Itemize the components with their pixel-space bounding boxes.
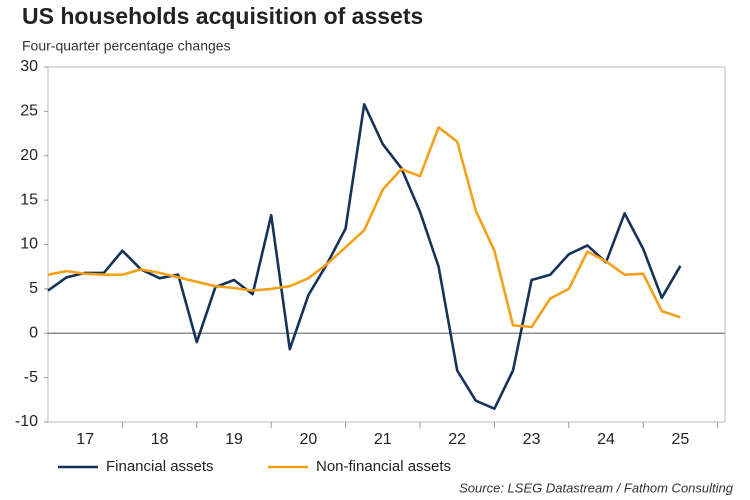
source: Source: LSEG Datastream / Fathom Consult…	[459, 480, 734, 495]
x-tick-label: 21	[374, 431, 392, 448]
x-tick-label: 24	[597, 431, 615, 448]
x-tick-label: 25	[671, 431, 689, 448]
plot-frame	[47, 66, 726, 423]
x-tick-label: 23	[523, 431, 541, 448]
y-tick-label: -5	[24, 369, 38, 386]
series-line	[47, 126, 681, 329]
y-tick-label: 0	[29, 324, 38, 341]
series-line	[47, 103, 682, 411]
y-tick-label: 10	[20, 236, 38, 253]
legend-label: Financial assets	[106, 458, 214, 475]
x-tick-label: 20	[299, 431, 317, 448]
y-tick-label: -10	[15, 413, 38, 430]
chart-title: US households acquisition of assets	[22, 3, 423, 29]
y-tick-label: 25	[20, 103, 38, 120]
y-tick-label: 15	[20, 191, 38, 208]
y-tick-label: 30	[20, 58, 38, 75]
y-tick-label: 5	[29, 280, 38, 297]
x-tick-label: 18	[151, 431, 169, 448]
x-tick-label: 17	[76, 431, 94, 448]
legend-label: Non-financial assets	[316, 458, 451, 475]
x-tick-label: 22	[448, 431, 466, 448]
x-tick-label: 19	[225, 431, 243, 448]
chart-subtitle: Four-quarter percentage changes	[22, 38, 231, 54]
y-tick-label: 20	[20, 147, 38, 164]
